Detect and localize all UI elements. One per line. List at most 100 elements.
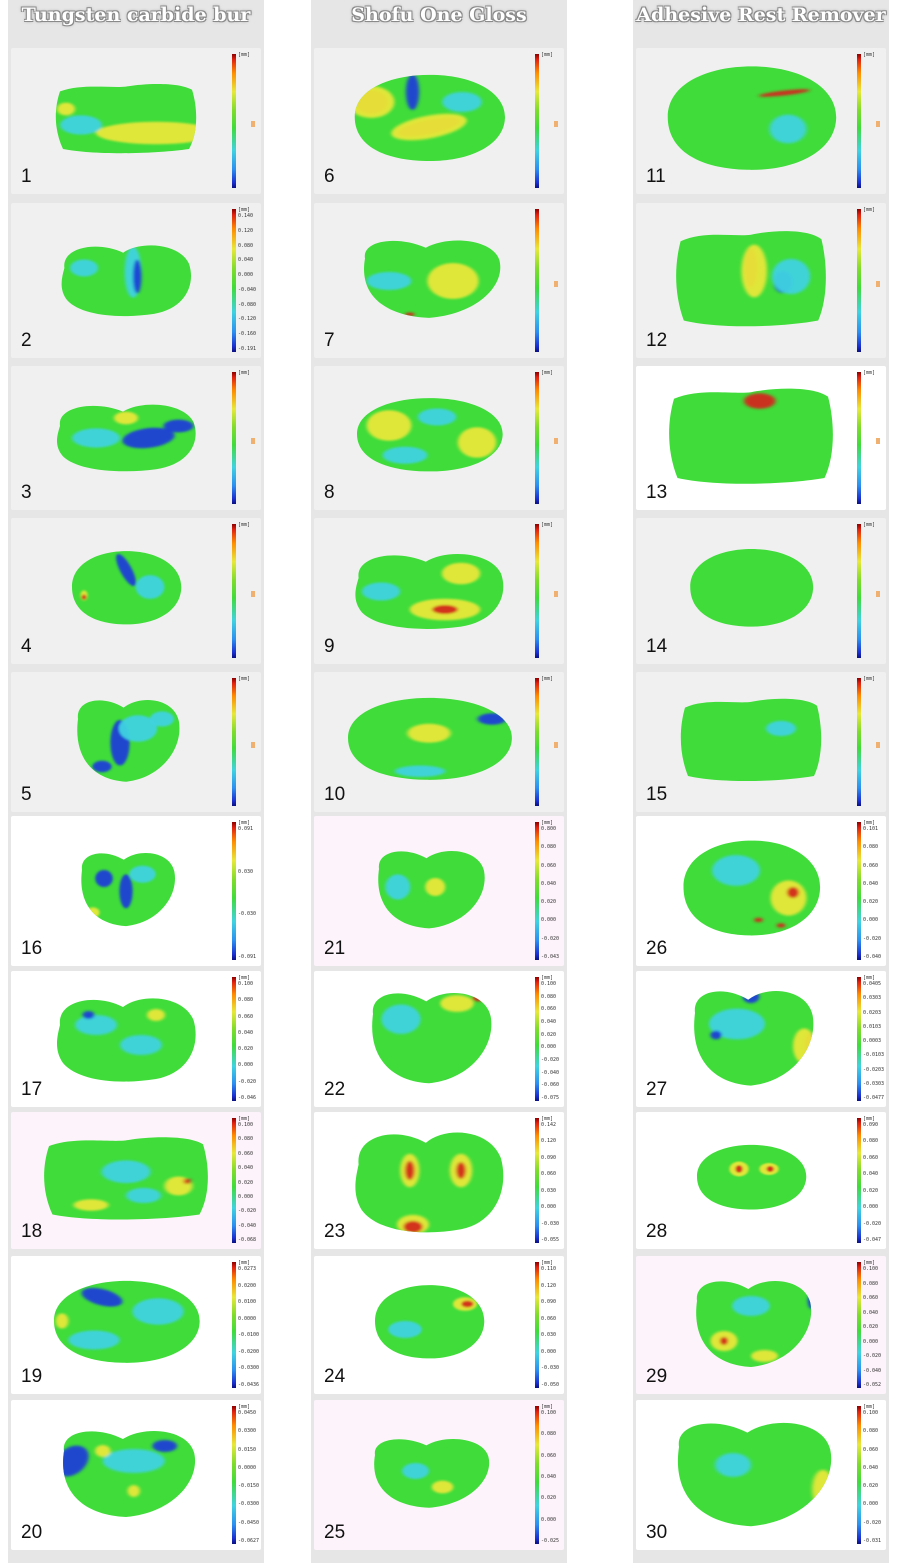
color-scale <box>532 209 562 352</box>
color-scale-bar <box>857 678 861 806</box>
scale-tick-label: -0.020 <box>863 1519 882 1526</box>
scale-unit: [mm] <box>541 52 554 58</box>
tooth-surface-map <box>77 699 180 782</box>
color-scale: [mm] 0.0405 0.0303 0.0203 0.0103 0.0003 -0.010… <box>854 975 884 1101</box>
scale-tick-label: 0.090 <box>541 1299 557 1306</box>
scale-unit: [mm] <box>238 207 251 213</box>
deviation-spot <box>442 92 482 112</box>
deviation-spot <box>73 1199 109 1211</box>
deviation-spot <box>477 713 507 725</box>
scale-unit: [mm] <box>863 676 876 682</box>
deviation-spot <box>120 1035 162 1055</box>
scale-tick-label: 0.080 <box>863 1428 879 1435</box>
scale-unit: [mm] <box>238 1404 251 1410</box>
tooth-surface-map <box>669 388 833 484</box>
deviation-spot <box>81 1287 123 1307</box>
scale-tick-label: 0.100 <box>541 1410 557 1416</box>
tooth-surface-map <box>72 551 182 625</box>
deviation-spot <box>135 575 165 599</box>
scale-tick-label: -0.046 <box>238 1095 257 1101</box>
deviation-map-11: 11 [mm] <box>636 48 886 194</box>
color-scale-bar <box>535 977 539 1101</box>
deviation-spot <box>70 259 98 277</box>
scale-tick-label: 0.040 <box>238 1029 254 1036</box>
scale-tick-label: 0.000 <box>238 272 254 279</box>
scale-tick-label: 0.040 <box>863 880 879 887</box>
deviation-spot <box>441 562 481 585</box>
scale-tick-label: 0.080 <box>238 1136 254 1143</box>
scale-marker <box>876 121 880 127</box>
scale-tick-label: 0.000 <box>541 1044 557 1051</box>
panel-number: 26 <box>646 938 668 959</box>
scale-tick-label: 0.000 <box>238 1193 254 1200</box>
scale-tick-label: -0.068 <box>238 1237 257 1243</box>
scale-tick-label: 0.090 <box>541 1154 557 1161</box>
color-scale: [mm] 0.100 0.080 0.060 0.040 0.020 0.000 -0.020… <box>532 975 562 1101</box>
tooth-outline <box>72 551 182 625</box>
tooth-surface-map <box>696 1280 812 1367</box>
scale-tick-label: 0.100 <box>541 981 557 987</box>
scale-tick-label: 0.800 <box>541 826 557 832</box>
deviation-map-23: 23 [mm] 0.142 0.120 0.090 0.060 0.030 0.000 -0.0… <box>314 1112 564 1249</box>
deviation-spot <box>81 594 87 600</box>
deviation-map-27: 27 [mm] 0.0405 0.0303 0.0203 0.0103 0.0003 -0.0… <box>636 971 886 1107</box>
tooth-surface-map <box>348 697 512 780</box>
panel-number: 27 <box>646 1079 668 1100</box>
color-scale-bar <box>857 977 861 1101</box>
scale-tick-label: 0.120 <box>238 227 254 234</box>
deviation-map-29: 29 [mm] 0.100 0.080 0.060 0.040 0.020 0.000 -0.0… <box>636 1256 886 1394</box>
tooth-surface-map <box>57 998 196 1082</box>
color-scale: [mm] <box>854 207 884 352</box>
deviation-spot <box>445 1080 455 1084</box>
scale-unit: [mm] <box>238 1260 251 1266</box>
tooth-surface-map <box>54 1280 200 1363</box>
column-2: Shofu One Gloss 6 [mm] 7 8 [mm] 9 [mm] 10 [mm] 21 [… <box>311 0 567 1563</box>
panel-number: 2 <box>21 330 32 351</box>
deviation-spot <box>712 855 760 886</box>
scale-tick-label: 0.020 <box>541 1495 557 1502</box>
deviation-spot <box>132 1298 184 1325</box>
scale-tick-label: -0.025 <box>541 1538 560 1544</box>
scale-unit: [mm] <box>238 820 251 826</box>
tooth-outline <box>690 549 814 627</box>
scale-unit: [mm] <box>863 820 876 826</box>
color-scale-bar <box>535 1262 539 1388</box>
deviation-spot <box>72 428 120 448</box>
deviation-spot <box>133 259 142 294</box>
tooth-surface-map <box>667 66 837 170</box>
scale-unit: [mm] <box>238 975 251 981</box>
deviation-spot <box>807 1293 812 1309</box>
scale-tick-label: -0.020 <box>541 1057 560 1063</box>
color-scale-bar <box>857 209 861 352</box>
color-scale: [mm] 0.100 0.080 0.060 0.040 0.020 0.000 -0.020… <box>229 975 259 1101</box>
deviation-spot <box>407 723 451 743</box>
deviation-spot <box>744 393 776 409</box>
scale-tick-label: 0.000 <box>863 1204 879 1211</box>
scale-tick-label: -0.040 <box>863 1367 882 1374</box>
scale-tick-label: 0.110 <box>541 1266 557 1272</box>
panel-number: 13 <box>646 482 668 503</box>
scale-unit: [mm] <box>863 370 876 376</box>
scale-tick-label: 0.091 <box>238 826 254 832</box>
color-scale: [mm] 0.0273 0.0200 0.0100 0.0000 -0.0100 -0.02… <box>229 1260 259 1388</box>
scale-tick-label: 0.142 <box>541 1122 557 1128</box>
scale-tick-label: 0.000 <box>863 1338 879 1345</box>
color-scale-bar <box>857 524 861 658</box>
scale-tick-label: -0.0300 <box>238 1501 260 1508</box>
scale-tick-label: 0.0000 <box>238 1315 257 1322</box>
scale-unit: [mm] <box>541 820 554 826</box>
scale-tick-label: -0.160 <box>238 331 257 338</box>
deviation-spot <box>382 446 428 464</box>
scale-tick-label: -0.0450 <box>238 1519 260 1526</box>
deviation-map-22: 22 [mm] 0.100 0.080 0.060 0.040 0.020 0.000 -0.0… <box>314 971 564 1107</box>
tooth-surface-map <box>63 1430 196 1517</box>
scale-tick-label: 0.040 <box>863 1309 879 1316</box>
color-scale-bar <box>535 372 539 504</box>
deviation-spot <box>122 427 175 449</box>
color-scale: [mm] 0.140 0.120 0.080 0.040 0.000 -0.040 -0.08… <box>229 207 259 352</box>
deviation-spot <box>766 1166 774 1172</box>
scale-tick-label: -0.040 <box>863 954 882 960</box>
scale-tick-label: -0.030 <box>238 911 257 918</box>
color-scale: [mm] 0.0450 0.0300 0.0150 0.0000 -0.0150 -0.03… <box>229 1404 260 1544</box>
scale-tick-label: 0.060 <box>541 1315 557 1322</box>
